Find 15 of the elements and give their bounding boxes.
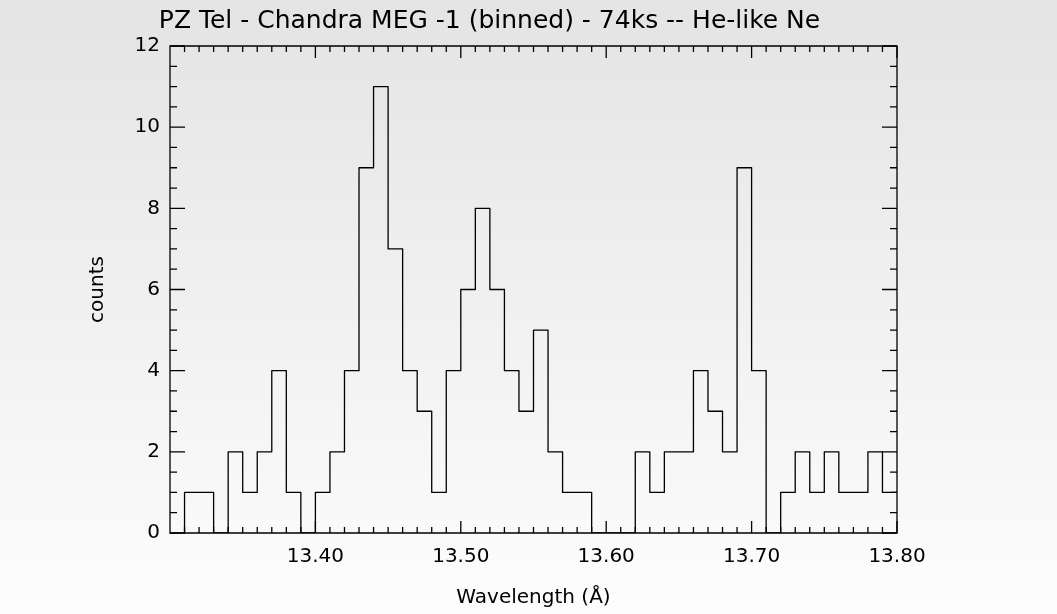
x-tick-label: 13.40 bbox=[286, 543, 345, 568]
x-axis-title: Wavelength (Å) bbox=[456, 584, 611, 609]
y-tick-label: 10 bbox=[134, 113, 160, 138]
y-tick-label: 8 bbox=[147, 194, 160, 219]
y-tick-label: 2 bbox=[147, 438, 160, 463]
x-tick-label: 13.60 bbox=[577, 543, 635, 568]
y-tick-label: 0 bbox=[147, 519, 160, 544]
y-tick-label: 4 bbox=[147, 356, 160, 381]
y-tick-label: 6 bbox=[147, 275, 160, 300]
x-tick-label: 13.50 bbox=[432, 543, 490, 568]
y-tick-label: 12 bbox=[134, 32, 160, 57]
y-axis-title: counts bbox=[84, 256, 109, 323]
chart-title: PZ Tel - Chandra MEG -1 (binned) - 74ks -- He-like Ne bbox=[158, 4, 821, 34]
x-tick-label: 13.80 bbox=[868, 543, 926, 568]
x-tick-label: 13.70 bbox=[722, 543, 781, 568]
